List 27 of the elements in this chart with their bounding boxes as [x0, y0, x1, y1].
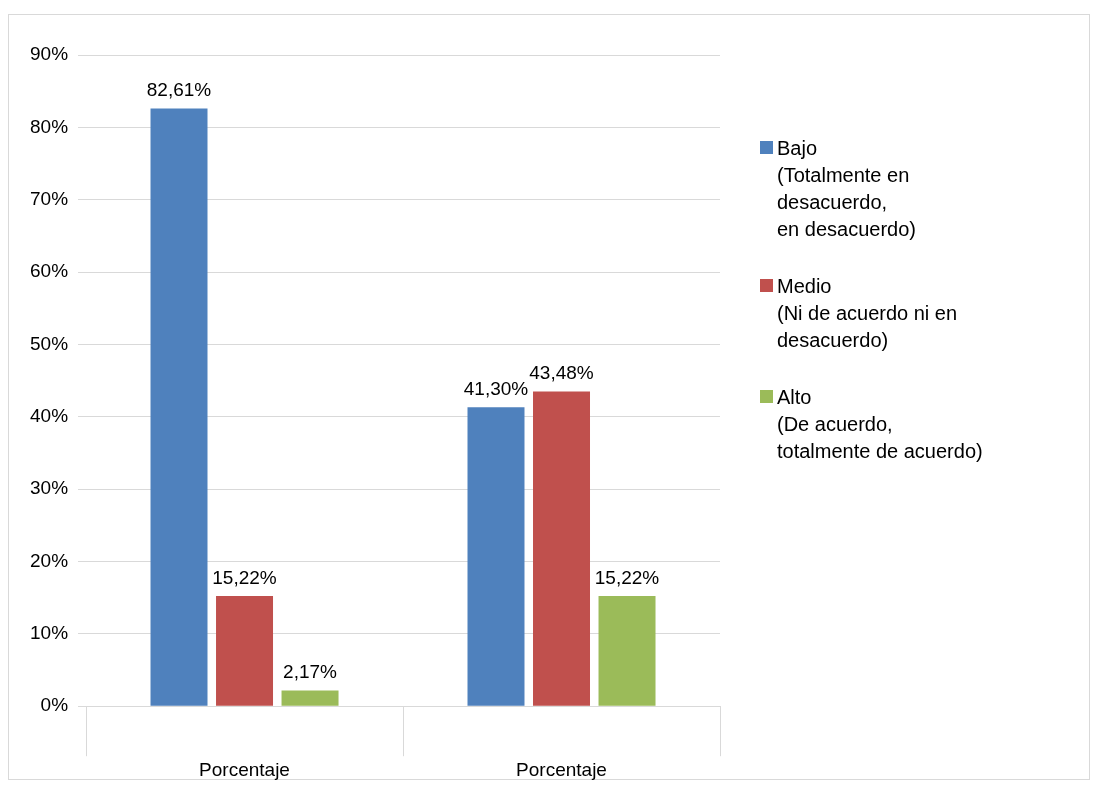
data-label: 2,17%: [283, 661, 338, 683]
y-tick-label: 60%: [30, 260, 69, 282]
y-tick-label: 50%: [30, 332, 69, 354]
y-tick-label: 20%: [30, 549, 69, 571]
y-tick-label: 10%: [30, 622, 69, 644]
data-label: 15,22%: [212, 566, 277, 588]
bar: [150, 108, 208, 706]
x-tick-label: Porcentaje: [516, 758, 607, 780]
y-tick-label: 0%: [40, 694, 69, 716]
y-tick-label: 70%: [30, 187, 69, 209]
data-label: 15,22%: [594, 566, 660, 588]
y-tick-label: 30%: [30, 477, 69, 499]
x-tick-label: Porcentaje: [199, 758, 290, 780]
y-tick-label: 90%: [30, 43, 69, 65]
data-label: 82,61%: [146, 79, 212, 101]
bar: [216, 596, 274, 706]
legend-label: Alto (De acuerdo, totalmente de acuerdo): [777, 385, 983, 464]
bar: [598, 596, 656, 706]
y-tick-label: 40%: [30, 405, 69, 427]
legend-label: Medio (Ni de acuerdo ni en desacuerdo): [777, 274, 958, 353]
data-label: 43,48%: [529, 362, 594, 384]
bar: [533, 391, 590, 706]
data-label: 41,30%: [463, 378, 529, 400]
bar: [467, 407, 525, 706]
legend-label: Bajo (Totalmente en desacuerdo, en desacuerdo): [777, 136, 916, 242]
bar: [281, 690, 339, 706]
y-tick-label: 80%: [30, 115, 69, 137]
